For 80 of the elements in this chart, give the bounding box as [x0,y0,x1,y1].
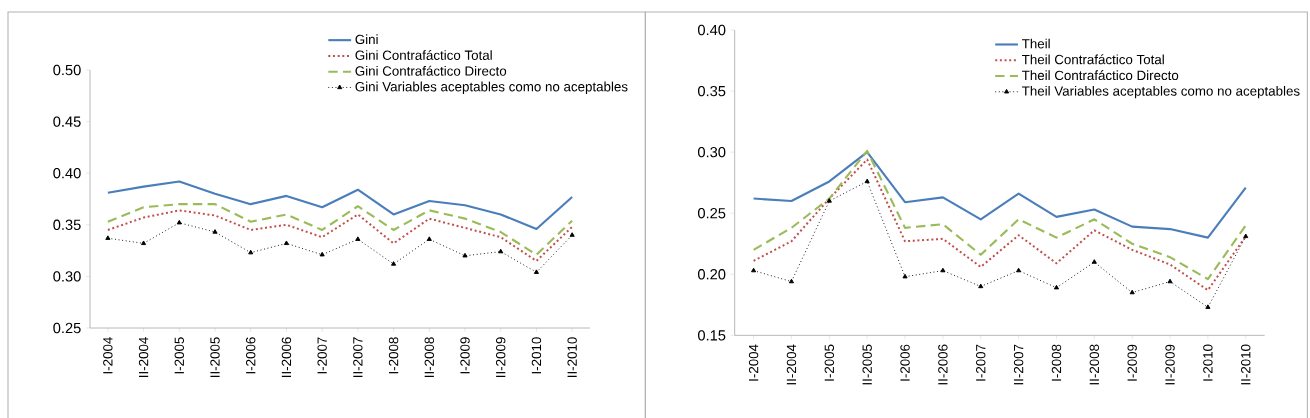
point [212,229,218,234]
x-tick-label: I-2004 [103,337,113,374]
point [498,248,504,254]
x-tick-label: I-2006 [900,344,910,381]
line-series [106,209,574,262]
y-tick-label: 0.40 [53,168,81,179]
legend-label: Gini Contrafáctico Directo [355,65,507,76]
point [248,249,254,255]
y-tick-label: 0.50 [53,64,81,76]
legend-label: Theil Contrafáctico Total [1022,54,1164,65]
point [355,236,361,241]
point [1053,284,1060,290]
x-tick-label: II-2004 [786,344,797,385]
x-tick-label: I-2005 [824,344,835,381]
legend-label: Gini Contrafáctico Total [355,49,492,60]
x-tick-label: I-2009 [460,337,470,374]
point [1205,304,1211,309]
legend-label: Gini [355,34,378,45]
point [826,198,832,203]
x-tick-label: I-2009 [1127,344,1137,381]
x-tick-label: II-2009 [1165,344,1175,385]
y-tick-label: 0.20 [697,269,726,280]
line-series [752,151,1247,239]
legend-label: Theil Contrafáctico Directo [1022,70,1179,81]
point [569,232,575,237]
x-tick-label: I-2005 [174,337,184,374]
point [902,273,908,279]
point [533,269,539,274]
x-tick-label: II-2006 [281,337,292,377]
point [319,251,325,257]
x-tick-label: II-2006 [938,344,948,385]
y-tick-label: 0.25 [697,208,726,219]
point [391,261,397,266]
legend-label: Theil [1022,38,1050,49]
point [105,235,111,240]
point [1016,267,1022,273]
point [1129,289,1135,295]
line-series [106,203,574,256]
x-tick-label: II-2008 [424,337,435,377]
point [141,240,147,246]
point [864,178,870,184]
y-tick-label: 0.30 [697,146,726,158]
y-tick-label: 0.30 [53,271,81,282]
line-series [106,180,574,230]
x-tick-label: II-2010 [567,337,577,377]
point [283,240,289,246]
x-tick-label: II-2009 [496,337,506,377]
x-tick-label: I-2007 [976,344,986,381]
x-tick-label: I-2007 [317,337,327,374]
point [462,252,468,258]
x-tick-label: I-2006 [246,337,256,374]
x-tick-label: I-2010 [1203,344,1213,381]
point [1091,259,1097,264]
x-tick-label: II-2005 [210,337,220,377]
x-tick-label: II-2010 [1241,344,1251,385]
x-tick-label: I-2008 [388,337,399,374]
x-tick-label: II-2004 [138,337,149,377]
point [940,267,946,273]
point [1167,278,1173,284]
y-tick-label: 0.25 [53,322,81,334]
x-tick-label: II-2007 [353,337,363,377]
legend-label: Gini Variables aceptables como no aceptables [355,81,628,95]
y-tick-label: 0.40 [697,24,726,36]
y-tick-label: 0.35 [53,219,81,230]
x-tick-label: II-2007 [1013,344,1024,385]
point [788,278,795,284]
y-tick-label: 0.15 [697,330,726,341]
x-tick-label: II-2005 [862,344,872,385]
x-tick-label: I-2008 [1051,344,1062,381]
point [978,283,984,289]
y-tick-label: 0.45 [53,116,81,127]
point [176,219,182,225]
x-tick-label: II-2008 [1089,344,1100,385]
point [1243,233,1249,239]
x-tick-label: I-2010 [531,337,542,374]
point [426,236,432,241]
x-tick-label: I-2004 [748,344,759,381]
point [751,267,757,273]
legend-label: Theil Variables aceptables como no aceptables [1022,85,1300,99]
y-tick-label: 0.35 [697,85,726,97]
